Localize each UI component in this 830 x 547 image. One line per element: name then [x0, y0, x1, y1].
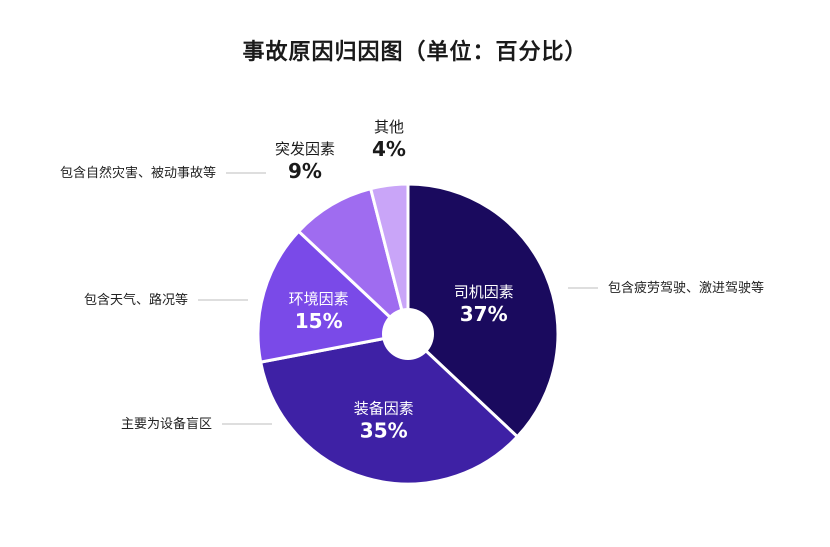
slice-label-1: 司机因素	[454, 283, 514, 301]
annotation-1: 包含疲劳驾驶、激进驾驶等	[608, 280, 764, 296]
pie-slice-3	[256, 229, 412, 364]
pie-slice-4	[296, 186, 411, 339]
pie-slice-1	[406, 182, 560, 439]
donut-hole	[382, 308, 434, 360]
slice-label-5: 其他	[374, 118, 404, 136]
slice-value-4: 9%	[288, 159, 322, 183]
slice-value-1: 37%	[460, 302, 508, 326]
slice-value-3: 15%	[295, 309, 343, 333]
pie-slice-2	[258, 332, 520, 486]
slice-label-3: 环境因素	[289, 290, 349, 308]
slice-label-4: 突发因素	[275, 140, 335, 158]
annotation-3: 包含天气、路况等	[84, 292, 188, 308]
slice-label-2: 装备因素	[354, 400, 414, 418]
slice-value-5: 4%	[372, 137, 406, 161]
chart-title: 事故原因归因图（单位：百分比）	[242, 40, 588, 65]
annotation-2: 主要为设备盲区	[121, 416, 212, 432]
annotation-4: 包含自然灾害、被动事故等	[60, 165, 216, 181]
slice-value-2: 35%	[360, 419, 408, 443]
pie-slice-5	[368, 182, 410, 335]
